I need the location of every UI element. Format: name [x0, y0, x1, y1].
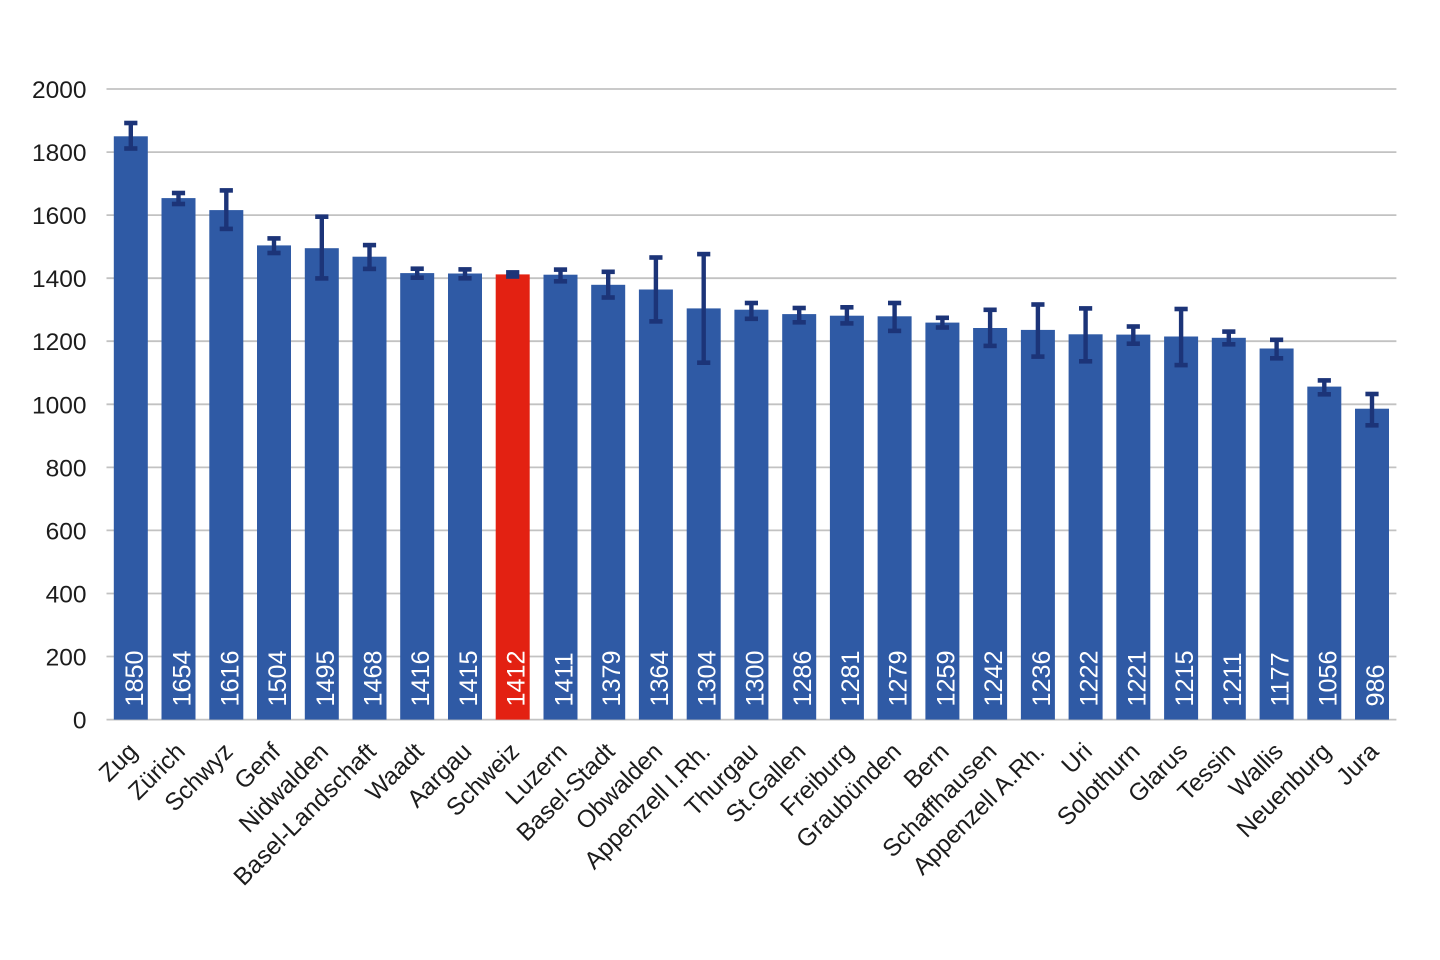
svg-text:1200: 1200	[32, 329, 87, 356]
svg-text:1600: 1600	[32, 203, 87, 230]
svg-text:1279: 1279	[885, 650, 913, 706]
svg-text:1242: 1242	[980, 650, 1008, 706]
svg-text:1364: 1364	[646, 650, 674, 706]
svg-text:1504: 1504	[264, 650, 292, 706]
svg-text:1654: 1654	[169, 650, 197, 706]
svg-text:1411: 1411	[551, 652, 579, 706]
svg-text:1286: 1286	[789, 650, 817, 706]
svg-text:1000: 1000	[32, 392, 87, 419]
svg-text:2000: 2000	[32, 77, 87, 104]
svg-text:1215: 1215	[1171, 650, 1199, 706]
svg-text:1415: 1415	[455, 650, 483, 706]
svg-text:1056: 1056	[1314, 650, 1342, 706]
svg-text:1416: 1416	[407, 650, 435, 706]
svg-text:1379: 1379	[598, 650, 626, 706]
svg-text:600: 600	[46, 518, 87, 545]
svg-text:1221: 1221	[1123, 650, 1151, 706]
svg-text:1616: 1616	[216, 650, 244, 706]
svg-text:0: 0	[73, 708, 87, 735]
svg-text:1211: 1211	[1219, 652, 1247, 706]
svg-text:1412: 1412	[503, 650, 531, 706]
svg-text:1281: 1281	[837, 650, 865, 706]
svg-text:1850: 1850	[121, 650, 149, 706]
svg-text:400: 400	[46, 582, 87, 609]
svg-text:986: 986	[1362, 664, 1390, 706]
svg-text:1300: 1300	[741, 650, 769, 706]
svg-text:1222: 1222	[1076, 650, 1104, 706]
svg-text:1800: 1800	[32, 140, 87, 167]
svg-text:800: 800	[46, 455, 87, 482]
svg-text:1400: 1400	[32, 266, 87, 293]
svg-text:1304: 1304	[694, 650, 722, 706]
svg-text:200: 200	[46, 645, 87, 672]
svg-text:1177: 1177	[1267, 652, 1295, 706]
svg-text:1236: 1236	[1028, 650, 1056, 706]
svg-text:1495: 1495	[312, 650, 340, 706]
svg-text:1468: 1468	[360, 650, 388, 706]
svg-text:1259: 1259	[932, 650, 960, 706]
